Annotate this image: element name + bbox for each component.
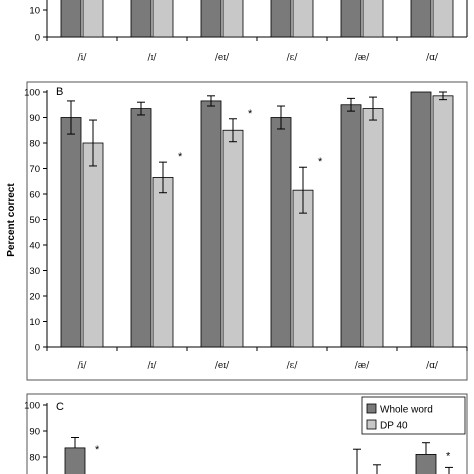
panel-b-y-tick-label: 90 [29, 113, 40, 124]
panel-a-bar-dp40 [292, 0, 314, 38]
panel-a-y-tick-label: 0 [35, 33, 40, 44]
legend-box [361, 396, 466, 435]
panel-b-bar-dp40 [222, 129, 244, 348]
panel-b-bar-whole-word [200, 100, 222, 348]
panel-c-letter: C [56, 401, 64, 413]
panel-b-category-label: /i/ [78, 361, 88, 371]
panel-b-y-tick-label: 100 [24, 88, 40, 99]
panel-b-bar-dp40 [432, 95, 454, 348]
panel-a-bar-whole-word [200, 0, 222, 38]
panel-b-significance-marker: * [248, 108, 253, 120]
y-axis-label: Percent correct [6, 183, 17, 257]
panel-b-bar-whole-word [340, 104, 362, 348]
panel-c-y-tick-label: 90 [29, 427, 40, 438]
panel-a-bar-dp40 [222, 0, 244, 38]
panel-b-category-label: /æ/ [355, 361, 370, 371]
panel-b-bar-dp40 [152, 177, 174, 348]
panel-b-category-label: /ɑ/ [426, 361, 439, 371]
panel-c-y-tick-label: 100 [24, 401, 40, 412]
panel-b-y-tick-label: 10 [29, 317, 40, 328]
panel-c-bar-whole-word [64, 447, 86, 474]
panel-b-bar-dp40 [82, 142, 104, 348]
panel-b-significance-marker: * [318, 156, 323, 168]
panel-a-bar-whole-word [270, 0, 292, 38]
panel-b-category-label: /eɪ/ [215, 361, 230, 371]
panel-a: 0 10/i/ /ɪ/ /eɪ/ /ɛ/ /æ/ /ɑ/ [29, 0, 468, 63]
panel-b-y-tick-label: 80 [29, 139, 40, 150]
panel-a-bar-whole-word [410, 0, 432, 38]
panel-b-letter: B [56, 86, 63, 98]
panel-c-significance-marker: * [446, 451, 451, 463]
panel-b-frame [26, 81, 468, 381]
panel-a-bar-whole-word [130, 0, 152, 38]
panel-b-bar-whole-word [410, 91, 432, 348]
panel-b-y-tick-label: 40 [29, 241, 40, 252]
legend: Whole word DP 40 [361, 396, 466, 435]
panel-b-y-tick-label: 60 [29, 190, 40, 201]
panel-b-y-tick-label: 0 [35, 343, 40, 354]
panel-b-bar-dp40 [292, 189, 314, 348]
panel-b-y-tick-label: 30 [29, 266, 40, 277]
panel-a-bar-dp40 [82, 0, 104, 38]
panel-a-bar-dp40 [432, 0, 454, 38]
panel-c-bar-whole-word [415, 453, 437, 474]
panel-b-y-tick-label: 50 [29, 215, 40, 226]
panel-a-y-tick-label: 10 [29, 6, 40, 17]
panel-c-frame [26, 393, 468, 474]
panel-b-significance-marker: * [178, 151, 183, 163]
legend-label-whole-word: Whole word [380, 405, 433, 416]
panel-a-category-label: /i/ [78, 53, 88, 63]
panel-b-y-tick-label: 70 [29, 164, 40, 175]
legend-label-dp40: DP 40 [380, 421, 408, 432]
panel-a-bar-dp40 [362, 0, 384, 38]
panel-a-bar-whole-word [60, 0, 82, 38]
panel-b-y-tick-label: 20 [29, 292, 40, 303]
panel-a-category-label: /eɪ/ [215, 53, 230, 63]
panel-c: C 80 90 100 * * Whole word DP 40 [24, 393, 468, 474]
legend-swatch-dp40 [366, 419, 377, 430]
panel-a-category-label: /ɛ/ [287, 53, 299, 63]
panel-a-category-label: /æ/ [355, 53, 370, 63]
panel-b-bar-whole-word [270, 117, 292, 348]
panel-b: B 0 10 20 30 40 50 60 70 80 90 100/i/ * /ɪ/ * /eɪ/ * /ɛ/ /… [24, 81, 468, 381]
panel-c-y-tick-label: 80 [29, 453, 40, 464]
panel-a-category-label: /ɪ/ [148, 53, 158, 63]
panel-b-category-label: /ɛ/ [287, 361, 299, 371]
panel-a-bar-whole-word [340, 0, 362, 38]
panel-b-bar-dp40 [362, 108, 384, 348]
panel-a-bar-dp40 [152, 0, 174, 38]
panel-b-bar-whole-word [130, 108, 152, 348]
panel-a-category-label: /ɑ/ [426, 53, 439, 63]
panel-c-significance-marker: * [95, 444, 100, 456]
panel-b-bar-whole-word [60, 117, 82, 348]
panel-b-category-label: /ɪ/ [148, 361, 158, 371]
legend-swatch-whole-word [366, 403, 377, 414]
